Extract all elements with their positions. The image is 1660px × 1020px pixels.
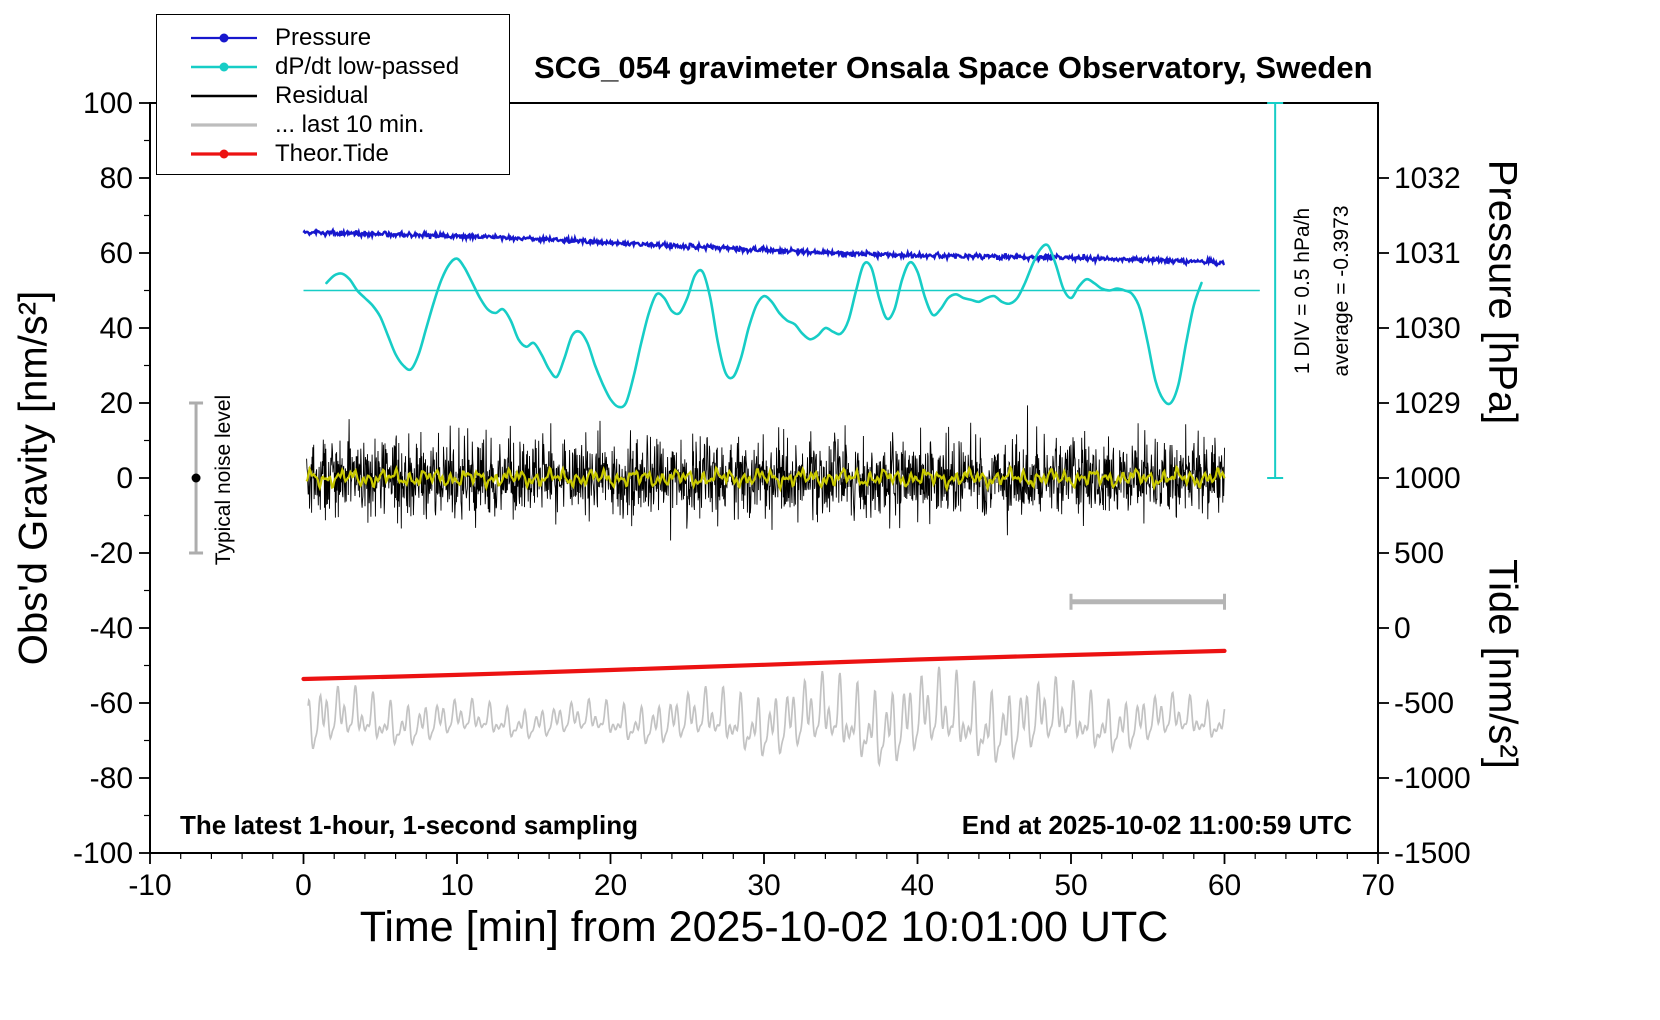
series-polyline xyxy=(302,227,1225,268)
series-path xyxy=(325,243,1203,409)
series-path xyxy=(301,648,1227,682)
x-tick-label: 60 xyxy=(1208,869,1241,902)
tide-tick-label: -1500 xyxy=(1394,837,1471,870)
noise-errorbar-dot xyxy=(191,473,201,483)
end-time-note: End at 2025-10-02 11:00:59 UTC xyxy=(961,810,1352,840)
legend-sample-icon xyxy=(191,149,257,158)
pressure-axis-label: Pressure [hPa] xyxy=(1480,159,1525,425)
tide-tick-label: 500 xyxy=(1394,537,1444,570)
x-tick-label: -10 xyxy=(128,869,171,902)
x-tick-label: 10 xyxy=(440,869,473,902)
pressure-tick-label: 1029 xyxy=(1394,387,1461,420)
tide-tick-label: 0 xyxy=(1394,612,1411,645)
x-tick-label: 50 xyxy=(1054,869,1087,902)
series-residual xyxy=(306,405,1225,541)
noise-level-label: Typical noise level xyxy=(212,394,235,566)
x-tick-label: 70 xyxy=(1361,869,1394,902)
y-tick-label: 60 xyxy=(100,237,133,270)
series-pressure xyxy=(302,227,1225,268)
legend-item: Pressure xyxy=(187,23,509,52)
series-tide xyxy=(301,648,1227,682)
div-scale-label: 1 DIV = 0.5 hPa/h xyxy=(1291,207,1314,375)
legend-label: ... last 10 min. xyxy=(275,110,425,138)
tide-tick-label: -1000 xyxy=(1394,762,1471,795)
y-tick-label: 20 xyxy=(100,387,133,420)
x-tick-label: 30 xyxy=(747,869,780,902)
legend-item: ... last 10 min. xyxy=(187,110,509,139)
y-tick-label: 40 xyxy=(100,312,133,345)
y-tick-label: -60 xyxy=(90,687,133,720)
x-axis-label: Time [min] from 2025-10-02 10:01:00 UTC xyxy=(359,903,1169,951)
y-tick-label: -100 xyxy=(73,837,133,870)
y-tick-label: 0 xyxy=(116,462,133,495)
series-dpdt xyxy=(325,243,1203,409)
legend-item: dP/dt low-passed xyxy=(187,52,509,81)
x-tick-label: 40 xyxy=(901,869,934,902)
pressure-tick-label: 1032 xyxy=(1394,162,1461,195)
legend-sample-icon xyxy=(191,122,257,127)
x-tick-label: 20 xyxy=(594,869,627,902)
series-polyline xyxy=(307,666,1226,768)
legend-label: Theor.Tide xyxy=(275,139,389,167)
legend-sample-icon xyxy=(191,62,257,71)
legend-label: dP/dt low-passed xyxy=(275,52,460,80)
average-label: average = -0.3973 xyxy=(1330,205,1353,377)
y-axis-label: Obs'd Gravity [nm/s²] xyxy=(11,290,56,666)
y-tick-label: -80 xyxy=(90,762,133,795)
y-tick-label: -40 xyxy=(90,612,133,645)
gauges xyxy=(189,102,1284,610)
legend-label: Pressure xyxy=(275,23,372,51)
series-last10 xyxy=(307,666,1226,768)
pressure-tick-label: 1030 xyxy=(1394,312,1461,345)
legend: Pressure dP/dt low-passed Residual... last… xyxy=(156,14,510,175)
series-polyline xyxy=(305,464,1226,493)
y-tick-label: 80 xyxy=(100,162,133,195)
sampling-note: The latest 1-hour, 1-second sampling xyxy=(180,810,638,840)
series-residual-lowpassed xyxy=(305,464,1226,493)
chart-title: SCG_054 gravimeter Onsala Space Observat… xyxy=(534,50,1373,85)
legend-sample-icon xyxy=(191,94,257,97)
axes: -10 0 10 20 30 40 50 60 70100806040200-20-40-60-… xyxy=(73,87,1471,902)
tide-axis-label: Tide [nm/s²] xyxy=(1480,559,1525,769)
tide-tick-label: -500 xyxy=(1394,687,1454,720)
y-tick-label: 100 xyxy=(83,87,133,120)
series-polyline xyxy=(306,405,1225,541)
legend-sample-icon xyxy=(191,33,257,42)
x-tick-label: 0 xyxy=(295,869,312,902)
y-tick-label: -20 xyxy=(90,537,133,570)
legend-item: Theor.Tide xyxy=(187,139,509,168)
legend-item: Residual xyxy=(187,81,509,110)
legend-label: Residual xyxy=(275,81,369,109)
pressure-tick-label: 1031 xyxy=(1394,237,1461,270)
tide-tick-label: 1000 xyxy=(1394,462,1461,495)
